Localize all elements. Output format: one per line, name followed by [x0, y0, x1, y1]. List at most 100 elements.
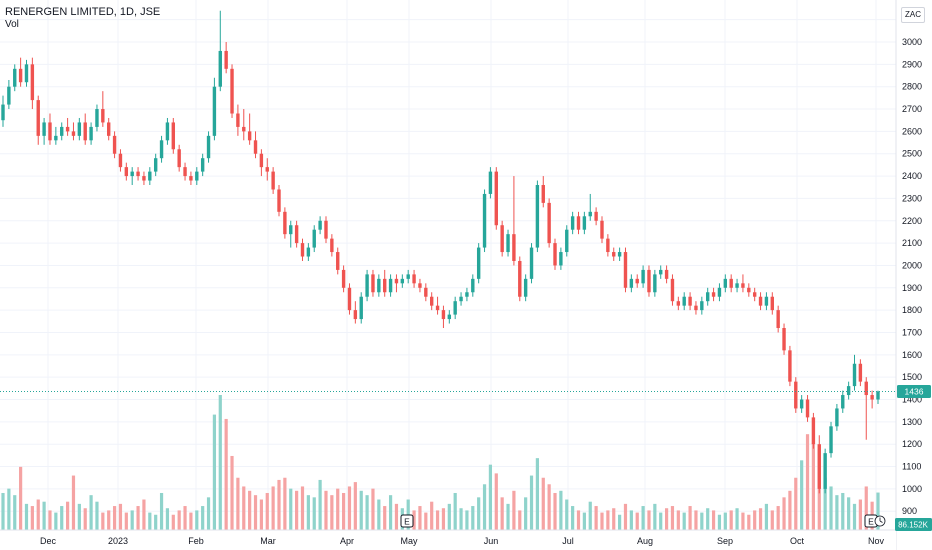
candle-body [60, 126, 64, 136]
volume-bar [600, 512, 604, 530]
candle [271, 167, 275, 194]
candle-body [218, 50, 222, 87]
volume-bar [371, 488, 375, 530]
candle-body [107, 122, 111, 136]
candle-body [518, 260, 522, 297]
volume-bar [811, 442, 816, 530]
x-tick-label: Mar [260, 536, 276, 546]
volume-bar [324, 490, 328, 530]
candle [435, 296, 440, 315]
volume-bar [253, 495, 258, 530]
candle-body [465, 292, 469, 297]
candle-body [153, 158, 158, 172]
y-tick-label: 2200 [902, 216, 922, 226]
candle-body [870, 395, 874, 400]
candle-body [823, 453, 827, 489]
candle [823, 448, 827, 494]
candle [101, 91, 105, 127]
candle [142, 171, 146, 186]
volume-bar [576, 510, 581, 530]
candle [664, 265, 669, 284]
volume-bar [858, 499, 862, 530]
candle [770, 292, 774, 315]
x-tick-label: 2023 [108, 536, 128, 546]
candle-body [435, 305, 440, 311]
candle-body [512, 234, 516, 261]
candle-body [418, 283, 422, 288]
volume-bar [265, 492, 269, 530]
candle [242, 109, 246, 141]
candle-body [18, 68, 23, 83]
candle [54, 126, 58, 145]
volume-bar [735, 508, 739, 530]
volume-bar [195, 510, 199, 530]
candle [218, 10, 222, 92]
volume-bar [606, 510, 610, 530]
candle [700, 296, 704, 315]
candle [647, 265, 651, 297]
earnings-event-marker[interactable]: E [400, 514, 414, 528]
candle [506, 229, 510, 257]
candle-body [30, 64, 35, 101]
volume-bar [465, 510, 469, 530]
candle-body [277, 189, 281, 212]
candle [500, 220, 504, 257]
candle-body [400, 278, 405, 284]
candle [165, 117, 170, 145]
volume-bar [283, 477, 287, 530]
currency-badge[interactable]: ZAC [901, 7, 925, 23]
candle-body [265, 167, 269, 172]
candle [688, 292, 692, 311]
volume-bar [629, 510, 633, 530]
candle [412, 269, 416, 288]
y-tick-label: 2300 [902, 193, 922, 203]
candle [600, 216, 604, 244]
volume-bar [494, 473, 498, 530]
candle [83, 113, 87, 145]
candle [148, 167, 152, 186]
candle-body [171, 122, 176, 150]
volume-bar [635, 512, 639, 530]
volume-bar [477, 497, 481, 530]
candle [459, 292, 463, 306]
y-tick-label: 2900 [902, 59, 922, 69]
volume-bar [112, 506, 117, 530]
candle [112, 131, 117, 159]
volume-bar [682, 512, 686, 530]
volume-bar [330, 495, 334, 530]
candle [277, 185, 281, 217]
symbol-title: RENERGEN LIMITED, 1D, JSE [5, 6, 161, 18]
candle [518, 256, 522, 302]
candle-body [447, 314, 452, 320]
x-tick-label: Nov [868, 536, 885, 546]
candle [547, 198, 551, 248]
candle [782, 323, 786, 355]
candle [846, 381, 851, 400]
candle [723, 274, 728, 293]
candle-body [565, 229, 569, 253]
volume-bar [318, 479, 322, 530]
volume-bar [794, 477, 798, 530]
candle [735, 278, 739, 293]
volume-bar [77, 503, 81, 530]
volume-bar [747, 514, 751, 530]
candle [682, 292, 686, 311]
candle [341, 265, 346, 293]
candle-body [723, 278, 728, 288]
candle [788, 345, 792, 387]
volume-bar [183, 506, 187, 530]
replay-clock-icon[interactable] [874, 515, 886, 527]
candle [400, 274, 405, 288]
volume-bar [300, 486, 305, 530]
candle-body [647, 269, 651, 293]
y-tick-label: 1800 [902, 305, 922, 315]
candle-body [541, 185, 545, 203]
volume-bar [482, 484, 487, 530]
candle [107, 117, 111, 141]
candle-body [676, 301, 681, 306]
volume-bar [612, 508, 616, 530]
candle-body [54, 135, 58, 141]
y-tick-label: 1400 [902, 395, 922, 405]
